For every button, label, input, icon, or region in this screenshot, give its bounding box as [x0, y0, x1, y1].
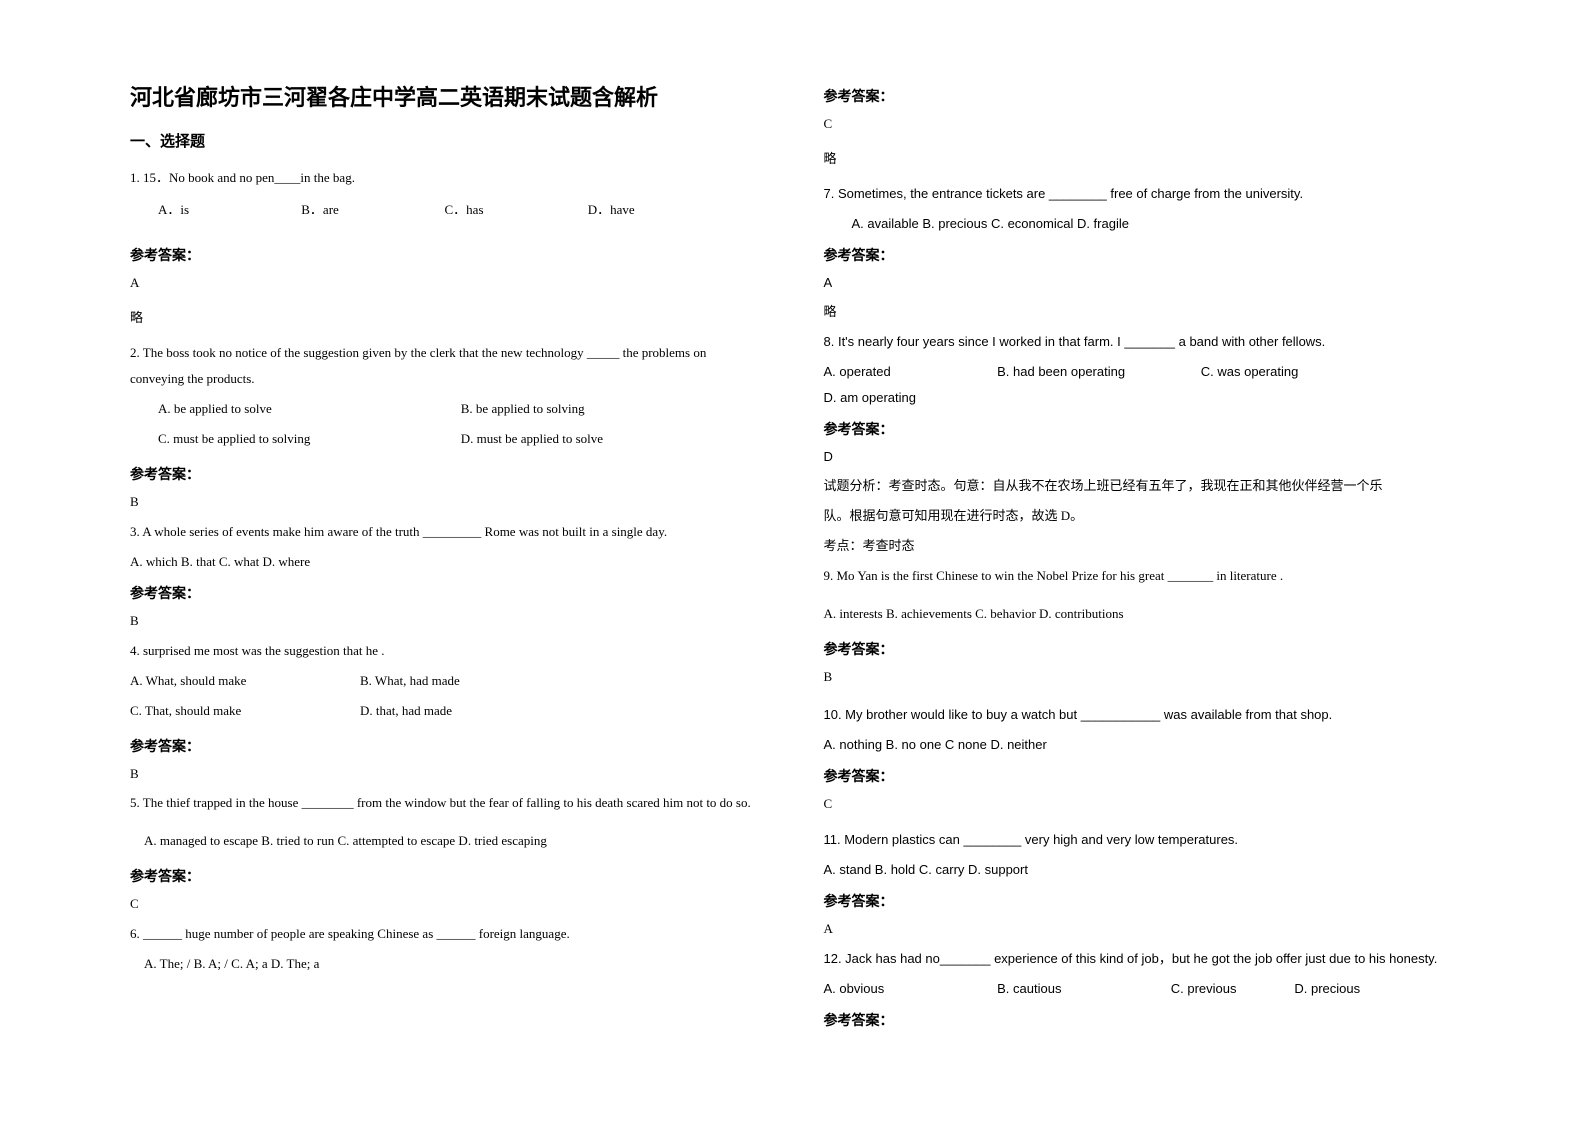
answer-heading: 参考答案：	[824, 245, 1458, 265]
question-4-options-row1: A. What, should make B. What, had made	[130, 668, 764, 698]
question-6-options: A. The; / B. A; / C. A; a D. The; a	[130, 951, 764, 977]
answer-heading: 参考答案：	[824, 766, 1458, 786]
answer-heading: 参考答案：	[824, 86, 1458, 106]
opt-d: D. precious	[1294, 976, 1360, 1002]
section-heading: 一、选择题	[130, 130, 764, 151]
question-12-options: A. obvious B. cautious C. previous D. pr…	[824, 976, 1458, 1002]
opt-c: C. That, should make	[130, 698, 360, 724]
opt-b: B．are	[301, 197, 441, 223]
answer-4: B	[130, 762, 764, 787]
question-4-options-row2: C. That, should make D. that, had made	[130, 698, 764, 728]
opt-d: D. must be applied to solve	[461, 426, 764, 452]
question-10: 10. My brother would like to buy a watch…	[824, 702, 1458, 728]
opt-a: A. operated	[824, 359, 994, 385]
answer-heading: 参考答案：	[824, 1010, 1458, 1030]
answer-5: C	[130, 892, 764, 917]
opt-a: A. What, should make	[130, 668, 360, 694]
question-8-options: A. operated B. had been operating C. was…	[824, 359, 1458, 411]
answer-heading: 参考答案：	[824, 891, 1458, 911]
answer-8-exp2: 队。根据句意可知用现在进行时态，故选 D。	[824, 503, 1458, 529]
answer-9: B	[824, 665, 1458, 690]
answer-7-omit: 略	[824, 300, 1458, 325]
question-8: 8. It's nearly four years since I worked…	[824, 329, 1458, 355]
question-5: 5. The thief trapped in the house ______…	[130, 790, 764, 816]
answer-heading: 参考答案：	[130, 245, 764, 265]
opt-c: C. must be applied to solving	[158, 426, 461, 452]
opt-b: B. What, had made	[360, 668, 764, 694]
question-2-options-row2: C. must be applied to solving D. must be…	[130, 426, 764, 456]
question-7-options: A. available B. precious C. economical D…	[824, 211, 1458, 237]
answer-3: B	[130, 609, 764, 634]
answer-8: D	[824, 445, 1458, 470]
answer-8-exp3: 考点：考查时态	[824, 533, 1458, 559]
answer-1-omit: 略	[130, 306, 764, 331]
answer-1: A	[130, 271, 764, 296]
question-2-options-row1: A. be applied to solve B. be applied to …	[130, 396, 764, 426]
page-title: 河北省廊坊市三河翟各庄中学高二英语期末试题含解析	[130, 80, 764, 112]
answer-heading: 参考答案：	[130, 866, 764, 886]
question-3-options: A. which B. that C. what D. where	[130, 549, 764, 575]
opt-b: B. had been operating	[997, 359, 1197, 385]
answer-heading: 参考答案：	[824, 639, 1458, 659]
opt-a: A．is	[158, 197, 298, 223]
opt-c: C. previous	[1171, 976, 1291, 1002]
answer-11: A	[824, 917, 1458, 942]
question-1-options: A．is B．are C．has D．have	[130, 197, 764, 223]
answer-heading: 参考答案：	[824, 419, 1458, 439]
question-2: 2. The boss took no notice of the sugges…	[130, 340, 764, 392]
answer-2: B	[130, 490, 764, 515]
opt-c: C. was operating	[1201, 359, 1401, 385]
question-11: 11. Modern plastics can ________ very hi…	[824, 827, 1458, 853]
question-5-options: A. managed to escape B. tried to run C. …	[130, 828, 764, 854]
opt-a: A. be applied to solve	[158, 396, 461, 422]
answer-7: A	[824, 271, 1458, 296]
question-11-options: A. stand B. hold C. carry D. support	[824, 857, 1458, 883]
question-3: 3. A whole series of events make him awa…	[130, 519, 764, 545]
opt-b: B. be applied to solving	[461, 396, 764, 422]
answer-heading: 参考答案：	[130, 736, 764, 756]
question-10-options: A. nothing B. no one C none D. neither	[824, 732, 1458, 758]
answer-heading: 参考答案：	[130, 583, 764, 603]
answer-6-omit: 略	[824, 147, 1458, 172]
question-9: 9. Mo Yan is the first Chinese to win th…	[824, 563, 1458, 589]
question-1: 1. 15．No book and no pen____in the bag.	[130, 165, 764, 191]
question-9-options: A. interests B. achievements C. behavior…	[824, 601, 1458, 627]
answer-8-exp1: 试题分析：考查时态。句意：自从我不在农场上班已经有五年了，我现在正和其他伙伴经营…	[824, 473, 1458, 499]
opt-a: A. obvious	[824, 976, 994, 1002]
right-column: 参考答案： C 略 7. Sometimes, the entrance tic…	[794, 80, 1488, 1082]
question-4: 4. surprised me most was the suggestion …	[130, 638, 764, 664]
left-column: 河北省廊坊市三河翟各庄中学高二英语期末试题含解析 一、选择题 1. 15．No …	[100, 80, 794, 1082]
opt-c: C．has	[445, 197, 585, 223]
answer-6: C	[824, 112, 1458, 137]
opt-d: D. am operating	[824, 385, 917, 411]
question-12: 12. Jack has had no_______ experience of…	[824, 946, 1458, 972]
question-7: 7. Sometimes, the entrance tickets are _…	[824, 181, 1458, 207]
opt-d: D．have	[588, 197, 635, 223]
opt-b: B. cautious	[997, 976, 1167, 1002]
question-6: 6. ______ huge number of people are spea…	[130, 921, 764, 947]
opt-d: D. that, had made	[360, 698, 764, 724]
answer-10: C	[824, 792, 1458, 817]
answer-heading: 参考答案：	[130, 464, 764, 484]
